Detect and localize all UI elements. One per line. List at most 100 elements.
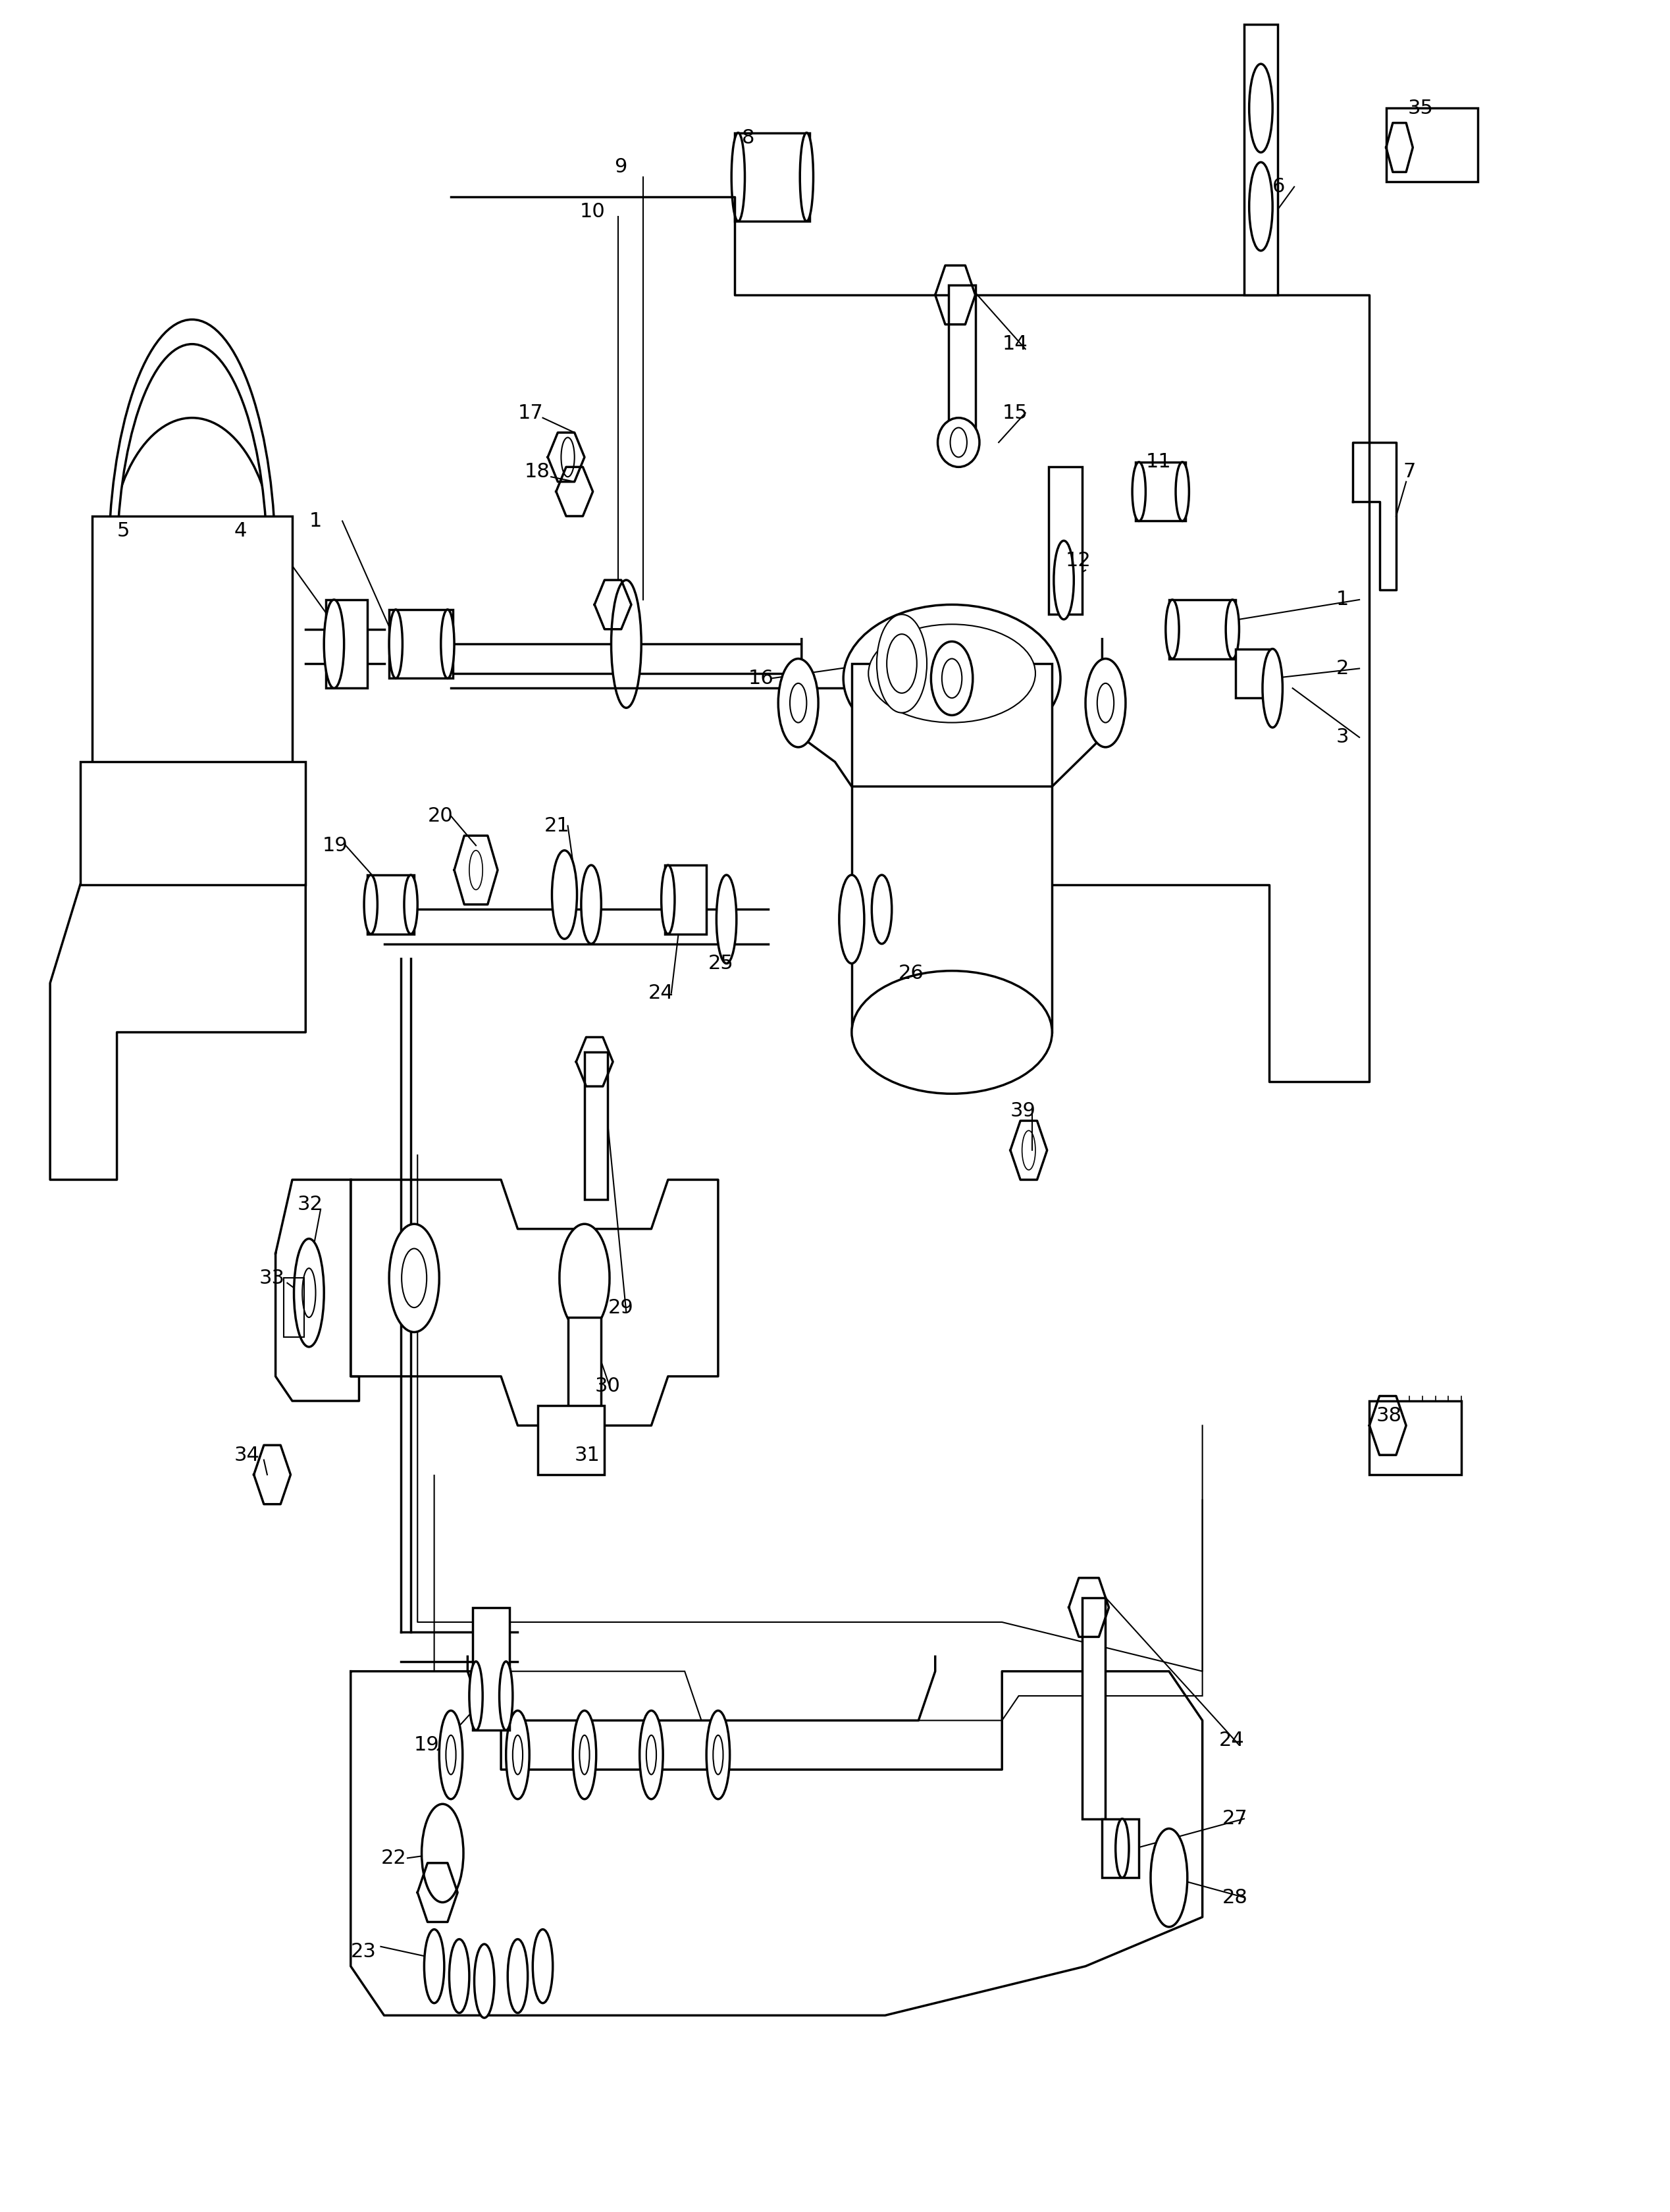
Text: 24: 24 xyxy=(648,984,673,1002)
Bar xyxy=(1136,462,1186,522)
Ellipse shape xyxy=(716,876,736,964)
Bar xyxy=(326,599,367,688)
Ellipse shape xyxy=(937,418,979,467)
Ellipse shape xyxy=(852,971,1052,1093)
Bar xyxy=(473,1608,509,1730)
Text: 25: 25 xyxy=(708,953,733,973)
Ellipse shape xyxy=(778,659,818,748)
Text: 24: 24 xyxy=(1219,1730,1244,1750)
Ellipse shape xyxy=(868,624,1035,723)
Bar xyxy=(1244,24,1278,294)
Polygon shape xyxy=(548,434,585,482)
Ellipse shape xyxy=(640,1710,663,1798)
Text: 19: 19 xyxy=(414,1736,439,1754)
Polygon shape xyxy=(556,467,593,515)
Polygon shape xyxy=(1010,1121,1047,1179)
Bar xyxy=(1236,648,1273,699)
Ellipse shape xyxy=(581,865,601,945)
Ellipse shape xyxy=(294,1239,324,1347)
Bar xyxy=(1169,599,1236,659)
Text: 1: 1 xyxy=(1336,591,1349,608)
Text: 8: 8 xyxy=(741,128,755,148)
Ellipse shape xyxy=(573,1710,596,1798)
Ellipse shape xyxy=(1132,462,1146,522)
Ellipse shape xyxy=(611,580,641,708)
Text: 6: 6 xyxy=(1273,177,1286,197)
Text: 32: 32 xyxy=(297,1194,322,1214)
Polygon shape xyxy=(1369,1396,1406,1455)
Bar xyxy=(852,664,1052,1033)
Bar xyxy=(284,1279,304,1336)
Text: 39: 39 xyxy=(1010,1102,1035,1121)
Ellipse shape xyxy=(499,1661,513,1730)
Ellipse shape xyxy=(389,611,402,679)
Bar xyxy=(1102,1818,1139,1878)
Bar xyxy=(1386,108,1478,181)
Polygon shape xyxy=(1386,124,1413,173)
Text: 27: 27 xyxy=(1222,1809,1247,1829)
Text: 14: 14 xyxy=(1002,334,1027,354)
Bar xyxy=(735,133,810,221)
Polygon shape xyxy=(935,265,975,325)
Polygon shape xyxy=(254,1444,291,1504)
Bar xyxy=(367,876,414,933)
Ellipse shape xyxy=(421,1805,464,1902)
Text: 21: 21 xyxy=(544,816,569,836)
Ellipse shape xyxy=(1226,599,1239,659)
Ellipse shape xyxy=(843,604,1060,752)
Text: 12: 12 xyxy=(1065,551,1091,571)
Text: 29: 29 xyxy=(608,1298,633,1316)
Text: 5: 5 xyxy=(117,522,130,540)
Ellipse shape xyxy=(1176,462,1189,522)
Text: 17: 17 xyxy=(518,403,543,422)
Text: 10: 10 xyxy=(579,201,605,221)
Text: 33: 33 xyxy=(259,1267,284,1287)
Text: 2: 2 xyxy=(1336,659,1349,679)
Text: 9: 9 xyxy=(615,157,628,177)
Text: 11: 11 xyxy=(1146,453,1171,471)
Polygon shape xyxy=(576,1037,613,1086)
Ellipse shape xyxy=(1151,1829,1187,1927)
Bar xyxy=(389,611,453,679)
Text: 1: 1 xyxy=(309,511,322,531)
Ellipse shape xyxy=(474,1944,494,2017)
Ellipse shape xyxy=(533,1929,553,2004)
Ellipse shape xyxy=(1249,161,1273,250)
Ellipse shape xyxy=(508,1940,528,2013)
Text: 34: 34 xyxy=(234,1444,259,1464)
Text: 15: 15 xyxy=(1002,403,1027,422)
Bar xyxy=(1082,1597,1106,1818)
Polygon shape xyxy=(802,639,1102,787)
Text: 35: 35 xyxy=(1408,100,1433,117)
Ellipse shape xyxy=(506,1710,529,1798)
Text: 26: 26 xyxy=(898,964,924,982)
Polygon shape xyxy=(351,1672,1202,2015)
Text: 23: 23 xyxy=(351,1942,376,1962)
Ellipse shape xyxy=(439,1710,463,1798)
Text: 20: 20 xyxy=(428,807,453,825)
Ellipse shape xyxy=(731,133,745,221)
Polygon shape xyxy=(276,1179,359,1400)
Bar xyxy=(665,865,706,933)
Text: 7: 7 xyxy=(1403,462,1416,482)
Ellipse shape xyxy=(551,849,578,938)
Ellipse shape xyxy=(424,1929,444,2004)
Ellipse shape xyxy=(706,1710,730,1798)
Ellipse shape xyxy=(661,865,675,933)
Ellipse shape xyxy=(1054,540,1074,619)
Bar xyxy=(568,1318,601,1416)
Ellipse shape xyxy=(872,876,892,945)
Ellipse shape xyxy=(364,876,377,933)
Ellipse shape xyxy=(109,418,276,712)
Bar xyxy=(584,1053,608,1199)
Ellipse shape xyxy=(441,611,454,679)
Ellipse shape xyxy=(800,133,813,221)
Text: 19: 19 xyxy=(322,836,347,856)
Ellipse shape xyxy=(389,1223,439,1332)
Ellipse shape xyxy=(1263,648,1283,728)
Text: 31: 31 xyxy=(574,1444,600,1464)
Polygon shape xyxy=(595,580,631,628)
Ellipse shape xyxy=(324,599,344,688)
Ellipse shape xyxy=(404,876,418,933)
Polygon shape xyxy=(50,885,306,1179)
